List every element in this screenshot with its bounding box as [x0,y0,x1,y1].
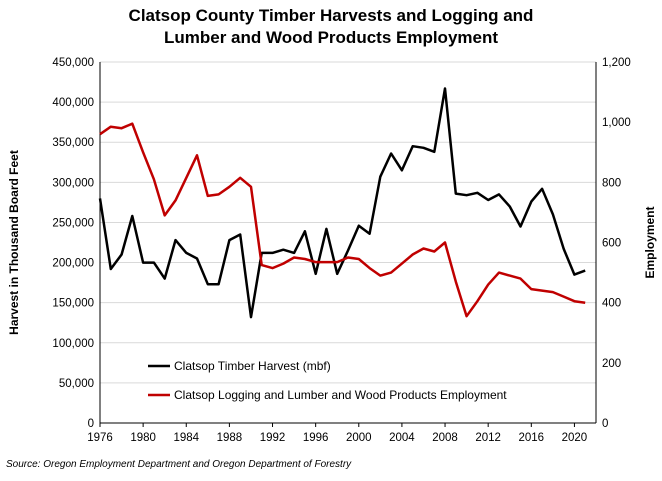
y-right-tick-label: 200 [602,358,621,370]
y-right-axis-title: Employment [643,206,657,278]
y-left-tick-label: 0 [88,418,94,430]
x-tick-label: 1984 [173,432,199,444]
x-tick-label: 1996 [303,432,329,444]
y-right-tick-label: 600 [602,238,621,250]
y-left-tick-label: 150,000 [52,298,94,310]
y-left-tick-label: 100,000 [52,338,94,350]
x-tick-label: 1992 [260,432,286,444]
chart-title-line-2: Lumber and Wood Products Employment [163,28,499,47]
y-right-tick-label: 0 [602,418,608,430]
chart-title-line-1: Clatsop County Timber Harvests and Loggi… [128,6,534,25]
y-right-tick-label: 800 [602,177,621,189]
series-line-employment [99,122,586,318]
x-tick-label: 2008 [432,432,458,444]
x-tick-label: 2020 [562,432,588,444]
legend-label: Clatsop Logging and Lumber and Wood Prod… [174,388,507,402]
y-left-tick-label: 400,000 [52,97,94,109]
x-tick-label: 2000 [346,432,372,444]
chart-title: Clatsop County Timber Harvests and Loggi… [0,5,662,49]
y-right-tick-label: 1,200 [602,57,631,69]
y-left-tick-label: 350,000 [52,137,94,149]
legend-label: Clatsop Timber Harvest (mbf) [174,359,331,373]
x-tick-label: 1988 [217,432,243,444]
y-left-tick-label: 50,000 [59,378,94,390]
series-line-timber-harvest [98,87,586,319]
y-right-tick-label: 400 [602,298,621,310]
x-tick-label: 1976 [87,432,113,444]
y-left-tick-label: 450,000 [52,57,94,69]
x-tick-label: 2012 [475,432,501,444]
x-tick-label: 1980 [130,432,156,444]
x-tick-label: 2016 [519,432,545,444]
source-note: Source: Oregon Employment Department and… [6,459,352,470]
y-left-tick-label: 250,000 [52,217,94,229]
y-left-tick-label: 200,000 [52,258,94,270]
y-right-tick-label: 1,000 [602,117,631,129]
x-tick-label: 2004 [389,432,415,444]
y-left-axis-title: Harvest in Thousand Board Feet [7,150,21,335]
y-left-tick-label: 300,000 [52,177,94,189]
